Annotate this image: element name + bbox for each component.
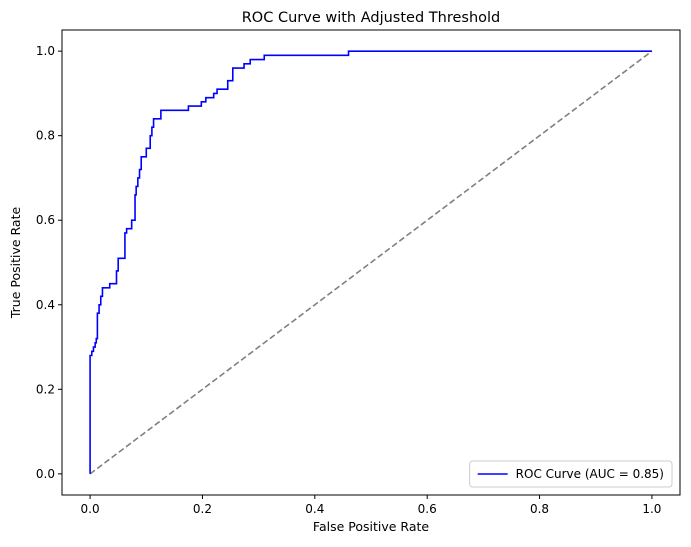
legend-box (469, 460, 673, 488)
diagonal-reference-line (89, 50, 653, 475)
y-tick-label: 1.0 (36, 44, 55, 58)
legend-entry-label: ROC Curve (AUC = 0.85) (516, 467, 664, 481)
chart-title: ROC Curve with Adjusted Threshold (242, 10, 501, 26)
y-tick-label: 0.8 (36, 129, 55, 143)
plot-area (61, 29, 681, 496)
x-axis-label: False Positive Rate (313, 519, 429, 534)
x-tick-label: 0.0 (81, 502, 100, 516)
y-tick-label: 0.6 (36, 213, 55, 227)
x-tick-label: 0.4 (305, 502, 324, 516)
y-tick-label: 0.2 (36, 382, 55, 396)
x-tick-label: 0.2 (193, 502, 212, 516)
legend: ROC Curve (AUC = 0.85) (469, 460, 673, 488)
x-tick-label: 0.6 (418, 502, 437, 516)
x-tick-label: 1.0 (642, 502, 661, 516)
roc-curve-line (89, 50, 652, 474)
x-tick-label: 0.8 (530, 502, 549, 516)
y-tick-label: 0.4 (36, 298, 55, 312)
diagonal-reference-layer (89, 50, 653, 475)
y-axis: 0.0 0.2 0.4 0.6 0.8 1.0 (36, 44, 62, 481)
series-layer (89, 50, 652, 474)
y-axis-label: True Positive Rate (8, 207, 23, 320)
x-axis: 0.0 0.2 0.4 0.6 0.8 1.0 (81, 495, 661, 516)
y-tick-label: 0.0 (36, 467, 55, 481)
